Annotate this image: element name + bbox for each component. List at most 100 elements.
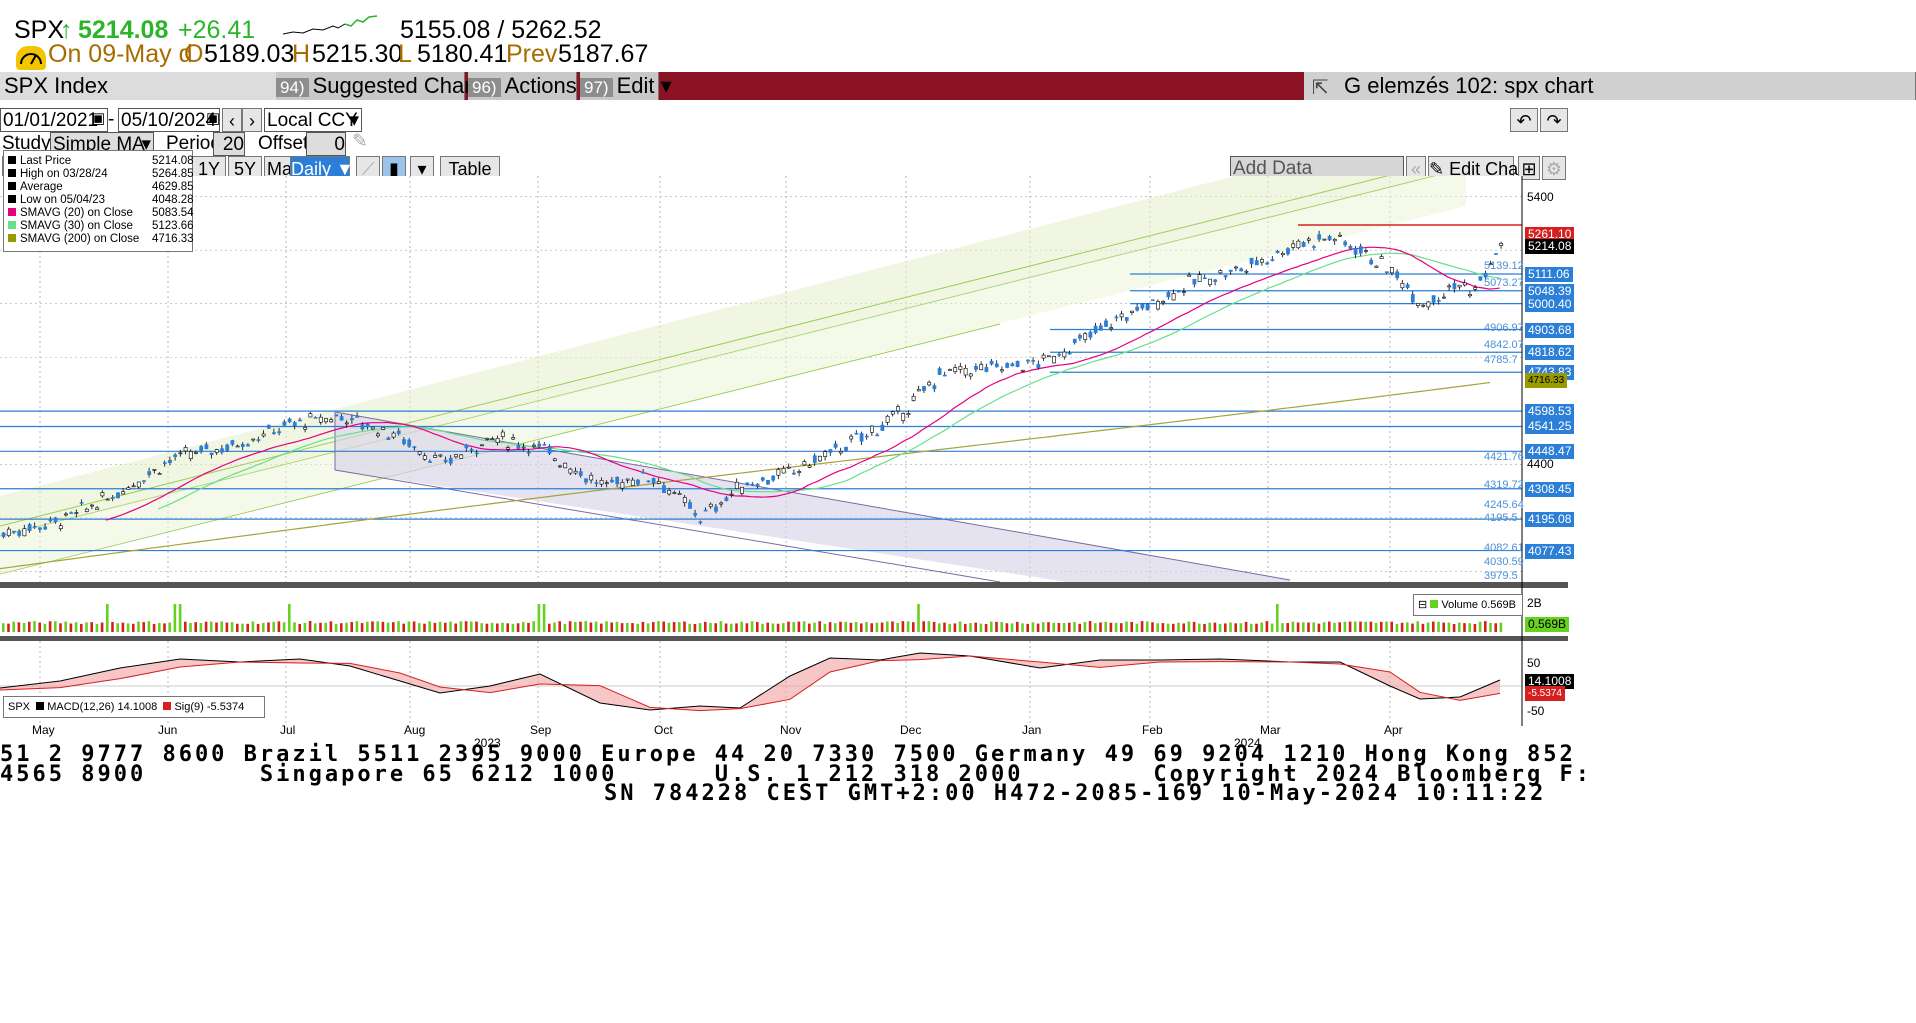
suggested-charts-button[interactable]: 94)Suggested Charts ▾	[276, 72, 506, 100]
candle-body	[1223, 275, 1228, 278]
legend-value: 4048.28	[152, 194, 194, 206]
footer-line-1: 51 2 9777 8600 Brazil 5511 2395 9000 Eur…	[0, 742, 1576, 767]
candle-body	[1249, 257, 1254, 265]
volume-bar	[995, 621, 998, 632]
candle-body	[563, 462, 568, 469]
quote-date: On 09-May d	[48, 40, 193, 68]
next-range-button[interactable]: ›	[242, 108, 262, 132]
candle-body	[266, 424, 271, 429]
low-value: 5180.41	[417, 40, 508, 68]
volume-bar	[1265, 621, 1269, 632]
prev-range-button[interactable]: ‹	[222, 108, 242, 132]
edit-button[interactable]: 97) Edit ▾	[580, 72, 672, 100]
offset-input[interactable]: 0	[306, 132, 346, 156]
volume-bar	[428, 621, 431, 632]
level-label: 4030.59	[1484, 556, 1524, 569]
volume-bar	[610, 622, 613, 632]
start-date-input[interactable]: 01/01/2021	[0, 108, 108, 132]
year-label: 2023	[474, 736, 501, 750]
candle-body	[599, 480, 604, 485]
price-axis-tag: 4818.62	[1525, 345, 1575, 361]
candle-body	[1124, 317, 1129, 321]
calendar-icon[interactable]: ▣	[91, 110, 106, 127]
collapse-icon[interactable]: ⊟	[1418, 599, 1428, 611]
volume-bar	[865, 622, 868, 632]
volume-bar	[1078, 623, 1081, 632]
candle-body	[251, 438, 256, 441]
candle-body	[1150, 299, 1155, 302]
actions-button[interactable]: 96)Actions ▾	[468, 72, 594, 100]
volume-bar	[896, 622, 899, 632]
candle-body	[485, 438, 490, 440]
candle-body	[277, 431, 282, 434]
candle-body	[287, 418, 292, 423]
volume-legend: ⊟ Volume 0.569B	[1413, 594, 1523, 616]
currency-select[interactable]: Local CCY ▾	[264, 108, 362, 132]
price-axis-tag: 4541.25	[1525, 419, 1575, 435]
volume-bar	[485, 623, 489, 632]
candle-body	[1130, 310, 1134, 313]
chart-area[interactable]	[0, 176, 1568, 886]
volume-bar	[714, 623, 717, 632]
volume-bar	[1369, 621, 1373, 632]
volume-bar	[750, 621, 754, 632]
volume-bar	[163, 623, 166, 632]
legend-swatch	[8, 195, 16, 203]
legend-name: SMAVG (200) on Close	[20, 233, 140, 245]
pencil-icon[interactable]: ✎	[352, 131, 368, 152]
candle-body	[454, 454, 458, 458]
volume-bar	[563, 623, 567, 632]
month-label: Jan	[1022, 723, 1042, 737]
redo-button[interactable]: ↷	[1540, 108, 1568, 132]
macd-value: 14.1008	[117, 701, 158, 713]
candle-body	[1046, 355, 1051, 358]
volume-bar	[906, 621, 910, 632]
candle-body	[1436, 300, 1441, 302]
volume-bar	[1083, 621, 1087, 632]
volume-bar	[1458, 622, 1461, 632]
volume-bar	[490, 622, 494, 632]
chart-settings-icon[interactable]: ⊞	[1518, 156, 1540, 180]
candle-body	[1291, 243, 1296, 248]
volume-bar	[184, 621, 187, 632]
volume-bar	[454, 623, 457, 632]
candle-body	[594, 482, 599, 485]
candle-body	[958, 366, 963, 370]
end-date-input[interactable]: 05/10/2024	[118, 108, 220, 132]
candle-body	[1286, 248, 1290, 255]
volume-bar	[1192, 621, 1196, 632]
security-field[interactable]: SPX Index	[0, 72, 277, 100]
candle-body	[360, 424, 365, 430]
volume-bar	[823, 623, 827, 632]
undo-button[interactable]: ↶	[1510, 108, 1538, 132]
gear-icon[interactable]: ⚙	[1542, 156, 1566, 180]
volume-bar	[1255, 623, 1258, 632]
price-axis-tag: 4308.45	[1525, 481, 1575, 497]
volume-bar	[1286, 623, 1289, 632]
day-range: 5155.08 / 5262.52	[400, 16, 602, 44]
period-input[interactable]: 20	[213, 132, 245, 156]
candle-body	[183, 447, 188, 452]
external-link-icon[interactable]: ⇱	[1312, 75, 1329, 99]
candle-body	[1358, 246, 1363, 254]
candle-body	[516, 445, 521, 449]
candle-body	[672, 492, 677, 494]
volume-bar	[636, 623, 639, 632]
calendar-icon[interactable]: ▣	[206, 110, 221, 127]
candle-body	[792, 472, 796, 475]
study-value: Simple MA	[53, 134, 145, 155]
level-label: 4906.97	[1484, 321, 1524, 334]
volume-bar	[1354, 621, 1357, 632]
volume-bar	[204, 621, 208, 632]
gauge-icon[interactable]	[16, 46, 46, 70]
volume-bar	[33, 621, 36, 632]
candle-body	[1218, 270, 1223, 274]
chart-title[interactable]: G elemzés 102: spx chart	[1304, 72, 1916, 100]
edit-label: Edit	[616, 73, 655, 98]
volume-bar	[178, 604, 182, 632]
candle-body	[615, 476, 620, 485]
volume-axis-tick: 2B	[1527, 596, 1542, 610]
candle-body	[1166, 292, 1171, 298]
volume-bar	[979, 623, 983, 632]
level-label: 4785.7	[1484, 354, 1518, 367]
